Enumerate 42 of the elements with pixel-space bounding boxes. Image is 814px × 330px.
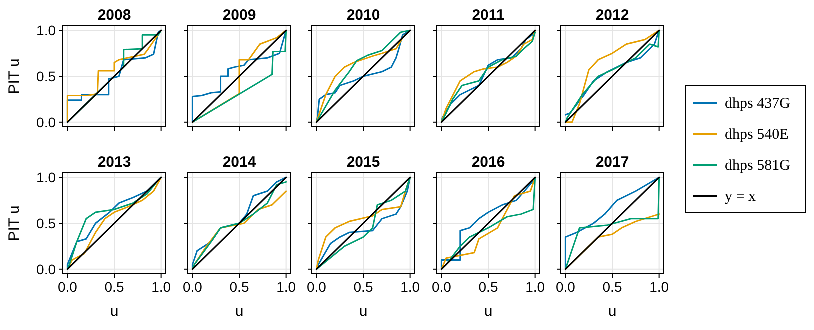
x-axis-title: u [360,303,368,320]
y-tick-label: 0.0 [36,261,56,278]
x-tick-label: 1.0 [152,279,172,295]
chart-title: 2009 [222,7,256,24]
chart-title: 2010 [347,7,380,24]
x-tick-label: 0.0 [58,279,78,295]
x-tick-label: 0.0 [182,279,202,295]
x-tick-label: 1.0 [650,279,670,295]
x-axis-title: u [484,303,492,320]
x-tick-label: 0.5 [229,279,250,295]
chart-title: 2017 [596,154,630,171]
x-tick-label: 0.5 [478,279,498,295]
x-tick-label: 0.5 [603,279,623,295]
chart-title: 2008 [98,7,132,24]
x-axis-title: u [110,303,119,320]
x-tick-label: 1.0 [525,279,546,295]
x-tick-label: 0.5 [354,279,374,295]
x-axis-title: u [608,303,618,320]
chart-title: 2015 [347,154,380,171]
x-axis-title: u [234,303,244,320]
y-tick-label: 0.0 [36,114,56,130]
x-tick-label: 1.0 [400,279,420,295]
legend-label: dhps 581G [724,158,791,174]
y-axis-title: PIT u [6,58,23,94]
legend-label: dhps 437G [724,96,791,112]
legend-label: y = x [724,189,756,205]
chart-title: 2013 [98,154,132,171]
y-tick-label: 1.0 [36,22,56,39]
chart-title: 2014 [222,154,256,171]
x-tick-label: 0.5 [104,279,124,295]
x-tick-label: 0.0 [432,279,452,295]
y-axis-title: PIT u [6,206,23,242]
y-tick-label: 0.5 [36,216,56,232]
chart-title: 2011 [472,7,505,24]
y-tick-label: 0.5 [36,68,56,84]
x-tick-label: 0.0 [556,279,576,295]
y-tick-label: 1.0 [36,170,56,186]
chart-title: 2016 [472,154,505,171]
x-tick-label: 1.0 [276,279,296,295]
x-tick-label: 0.0 [307,279,327,295]
chart-title: 2012 [596,7,630,24]
legend-label: dhps 540E [724,127,789,143]
